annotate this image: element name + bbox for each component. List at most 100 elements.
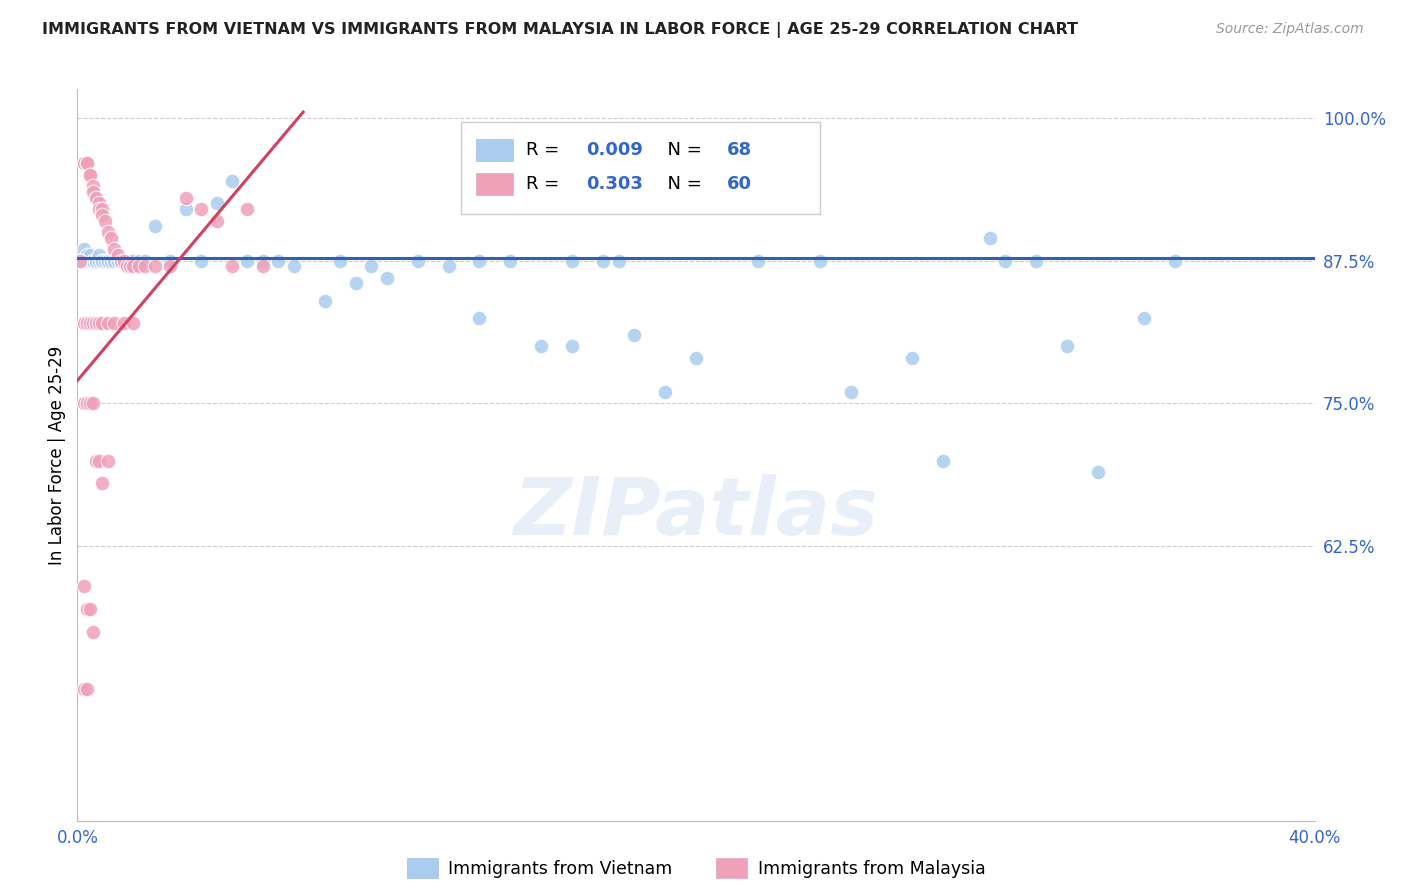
Text: N =: N =: [657, 141, 707, 159]
Point: [87, 453, 110, 467]
Point: [91, 253, 114, 268]
Point: [69, 253, 91, 268]
Point: [91, 202, 114, 217]
Point: [808, 253, 831, 268]
FancyBboxPatch shape: [475, 139, 513, 161]
Point: [561, 253, 583, 268]
Point: [174, 191, 197, 205]
Point: [122, 260, 145, 274]
Point: [79, 168, 101, 182]
Point: [159, 260, 181, 274]
Point: [79, 396, 101, 410]
Point: [76, 396, 98, 410]
Point: [84, 453, 107, 467]
Point: [112, 253, 135, 268]
FancyBboxPatch shape: [475, 173, 513, 195]
Point: [221, 260, 243, 274]
Text: ZIPatlas: ZIPatlas: [513, 475, 879, 552]
Text: 68: 68: [727, 141, 752, 159]
Point: [530, 339, 553, 353]
Legend: Immigrants from Vietnam, Immigrants from Malaysia: Immigrants from Vietnam, Immigrants from…: [399, 851, 993, 885]
Point: [103, 242, 125, 256]
Point: [314, 293, 336, 308]
Point: [143, 219, 166, 234]
Point: [159, 253, 181, 268]
Point: [82, 253, 104, 268]
Point: [110, 253, 132, 268]
Point: [839, 385, 862, 400]
Point: [190, 253, 212, 268]
Point: [84, 191, 107, 205]
Point: [329, 253, 352, 268]
Point: [134, 260, 156, 274]
Point: [437, 260, 460, 274]
Point: [252, 260, 274, 274]
Point: [1025, 253, 1047, 268]
Point: [112, 253, 135, 268]
Point: [72, 317, 94, 331]
Point: [97, 453, 120, 467]
Point: [122, 253, 145, 268]
Point: [1164, 253, 1187, 268]
Point: [87, 317, 110, 331]
Text: 60: 60: [727, 176, 752, 194]
Point: [72, 253, 94, 268]
Point: [344, 277, 367, 291]
Point: [76, 682, 98, 697]
Point: [87, 202, 110, 217]
Text: N =: N =: [657, 176, 707, 194]
Point: [592, 253, 614, 268]
Point: [72, 579, 94, 593]
Point: [134, 253, 156, 268]
Point: [107, 248, 129, 262]
Point: [87, 196, 110, 211]
FancyBboxPatch shape: [461, 122, 820, 213]
Text: R =: R =: [526, 176, 565, 194]
Point: [122, 317, 145, 331]
Point: [979, 231, 1001, 245]
Point: [115, 260, 138, 274]
Point: [91, 476, 114, 491]
Point: [1087, 465, 1109, 479]
Point: [79, 317, 101, 331]
Point: [932, 453, 955, 467]
Point: [82, 317, 104, 331]
Point: [97, 253, 120, 268]
Point: [82, 625, 104, 640]
Point: [82, 253, 104, 268]
Y-axis label: In Labor Force | Age 25-29: In Labor Force | Age 25-29: [48, 345, 66, 565]
Point: [97, 253, 120, 268]
Point: [79, 168, 101, 182]
Point: [84, 317, 107, 331]
Point: [406, 253, 429, 268]
Point: [747, 253, 769, 268]
Point: [685, 351, 707, 365]
Text: IMMIGRANTS FROM VIETNAM VS IMMIGRANTS FROM MALAYSIA IN LABOR FORCE | AGE 25-29 C: IMMIGRANTS FROM VIETNAM VS IMMIGRANTS FR…: [42, 22, 1078, 38]
Point: [205, 213, 228, 227]
Point: [174, 202, 197, 217]
Point: [103, 317, 125, 331]
Point: [72, 682, 94, 697]
Point: [499, 253, 522, 268]
Point: [100, 231, 122, 245]
Point: [72, 242, 94, 256]
Point: [84, 253, 107, 268]
Point: [607, 253, 630, 268]
Point: [654, 385, 676, 400]
Point: [87, 253, 110, 268]
Point: [100, 253, 122, 268]
Point: [79, 248, 101, 262]
Point: [69, 253, 91, 268]
Point: [468, 253, 491, 268]
Point: [115, 253, 138, 268]
Point: [375, 270, 398, 285]
Point: [1133, 310, 1156, 325]
Text: 0.009: 0.009: [586, 141, 643, 159]
Point: [236, 253, 259, 268]
Point: [76, 602, 98, 616]
Point: [128, 253, 150, 268]
Point: [91, 208, 114, 222]
Point: [87, 248, 110, 262]
Point: [97, 317, 120, 331]
Point: [91, 317, 114, 331]
